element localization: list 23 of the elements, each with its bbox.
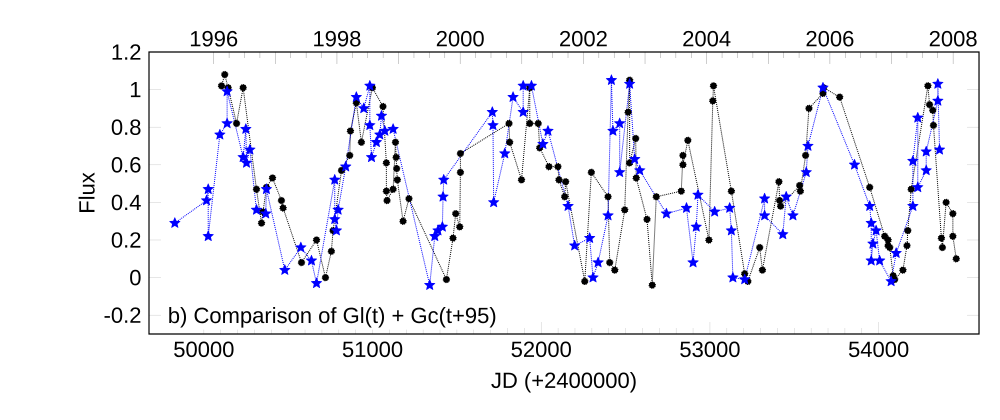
y-tick-label: 0.6 <box>112 157 141 173</box>
x2-tick-label: 2008 <box>930 30 977 46</box>
x2-tick-label: 2006 <box>806 30 854 46</box>
y-tick-label: 0.8 <box>112 119 141 135</box>
y-tick-label: -0.2 <box>104 307 140 323</box>
y-tick-label: 1 <box>130 82 140 98</box>
y-tick-label: 1.2 <box>112 44 140 60</box>
x-tick-label: 52000 <box>512 342 571 358</box>
x-axis-title: JD (+2400000) <box>491 372 636 392</box>
y-axis-title: Flux <box>78 172 95 212</box>
x2-tick-label: 2002 <box>560 30 607 46</box>
y-tick-label: 0 <box>130 270 141 286</box>
x-tick-label: 51000 <box>342 342 402 358</box>
x2-tick-label: 2000 <box>436 30 484 46</box>
x2-tick-label: 1998 <box>314 30 360 46</box>
x-tick-label: 53000 <box>680 342 740 358</box>
x-tick-label: 50000 <box>174 342 234 358</box>
x-tick-label: 54000 <box>848 342 908 358</box>
x2-tick-label: 2004 <box>683 30 730 46</box>
annotation: b) Comparison of Gl(t) + Gc(t+95) <box>169 307 496 328</box>
y-tick-label: 0.2 <box>112 232 140 248</box>
y-tick-label: 0.4 <box>112 194 141 210</box>
x2-tick-label: 1996 <box>190 30 238 46</box>
